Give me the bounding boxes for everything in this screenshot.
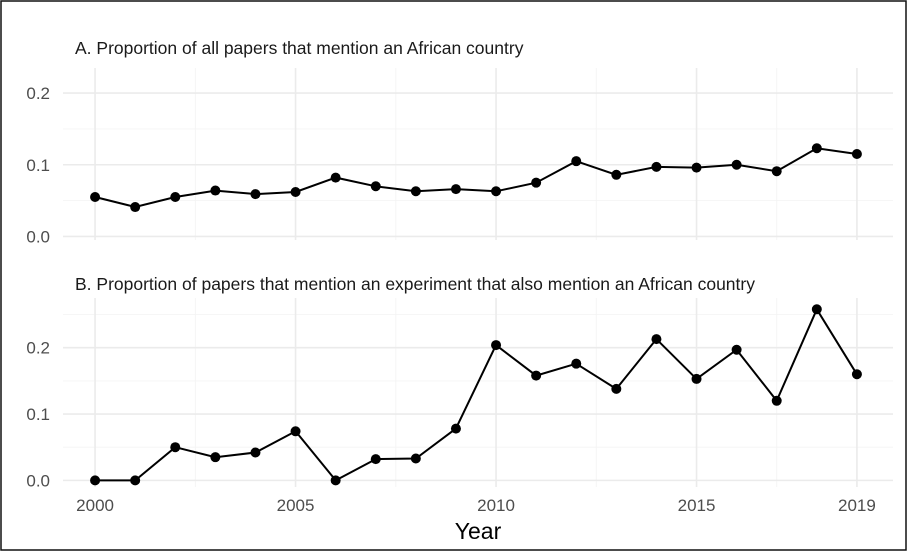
panel-b: B. Proportion of papers that mention an … bbox=[26, 274, 893, 490]
panel-a: A. Proportion of all papers that mention… bbox=[26, 38, 893, 246]
panel-a-data-point bbox=[691, 162, 702, 173]
panel-b-data-point bbox=[410, 453, 421, 464]
x-tick-label: 2015 bbox=[678, 496, 716, 515]
x-tick-label: 2000 bbox=[76, 496, 114, 515]
panel-b-data-point bbox=[531, 370, 542, 381]
panel-a-data-point bbox=[651, 161, 662, 172]
panel-b-data-point bbox=[90, 475, 101, 486]
panel-a-data-point bbox=[611, 169, 622, 180]
panel-a-y-axis: 0.0 0.1 0.2 bbox=[26, 84, 50, 246]
panel-a-series bbox=[90, 143, 862, 213]
panel-a-title: A. Proportion of all papers that mention… bbox=[75, 38, 524, 58]
x-axis-title: Year bbox=[455, 518, 502, 544]
panel-a-data-point bbox=[290, 186, 301, 197]
panel-b-data-point bbox=[210, 452, 221, 463]
x-axis: 2000 2005 2010 2015 2019 bbox=[76, 496, 876, 515]
x-tick-label: 2010 bbox=[477, 496, 515, 515]
panel-a-data-point bbox=[410, 186, 421, 197]
panel-b-data-point bbox=[571, 358, 582, 369]
panel-a-grid bbox=[63, 68, 893, 240]
panel-a-data-point bbox=[450, 184, 461, 195]
panel-a-data-point bbox=[491, 186, 502, 197]
panel-a-data-point bbox=[210, 185, 221, 196]
panel-b-series bbox=[90, 304, 862, 486]
panel-a-data-point bbox=[130, 202, 141, 213]
panel-b-grid bbox=[63, 298, 893, 487]
panel-a-data-point bbox=[851, 149, 862, 159]
panel-a-y-tick-label: 0.0 bbox=[26, 227, 50, 246]
panel-a-series-line bbox=[94, 147, 858, 209]
panel-b-data-point bbox=[691, 373, 702, 384]
x-tick-label: 2005 bbox=[277, 496, 315, 515]
panel-a-y-tick-label: 0.2 bbox=[26, 84, 50, 103]
panel-a-data-point bbox=[771, 166, 782, 177]
panel-a-data-point bbox=[531, 177, 542, 188]
panel-a-data-point bbox=[370, 181, 381, 192]
panel-b-title: B. Proportion of papers that mention an … bbox=[75, 274, 755, 294]
panel-b-data-point bbox=[491, 340, 502, 351]
panel-b-y-tick-label: 0.0 bbox=[26, 471, 50, 490]
panel-b-data-point bbox=[290, 426, 301, 437]
panel-b-data-point bbox=[731, 344, 742, 355]
panel-b-data-point bbox=[611, 383, 622, 394]
x-tick-label: 2019 bbox=[838, 496, 876, 515]
panel-b-series-line bbox=[95, 307, 858, 482]
panel-a-data-point bbox=[90, 192, 101, 202]
panel-a-data-point bbox=[731, 159, 742, 170]
panel-b-y-tick-label: 0.2 bbox=[26, 339, 50, 358]
panel-a-data-point bbox=[571, 156, 582, 167]
panel-b-data-point bbox=[651, 334, 662, 345]
panel-b-data-point bbox=[330, 475, 341, 486]
panel-b-data-point bbox=[370, 454, 381, 465]
panel-b-data-point bbox=[130, 475, 141, 486]
panel-a-data-point bbox=[330, 172, 341, 183]
panel-b-data-point bbox=[450, 423, 461, 434]
panel-b-data-point bbox=[811, 304, 822, 315]
panel-a-y-tick-label: 0.1 bbox=[26, 156, 50, 175]
panel-b-y-axis: 0.0 0.1 0.2 bbox=[26, 339, 50, 491]
panel-a-data-point bbox=[250, 189, 261, 200]
panel-a-data-point bbox=[170, 192, 181, 202]
panel-b-data-point bbox=[771, 395, 782, 406]
panel-b-data-point bbox=[170, 442, 181, 453]
panel-b-data-point bbox=[851, 369, 862, 380]
panel-b-y-tick-label: 0.1 bbox=[26, 405, 50, 424]
panel-b-data-point bbox=[250, 447, 261, 458]
panel-a-data-point bbox=[811, 143, 822, 154]
